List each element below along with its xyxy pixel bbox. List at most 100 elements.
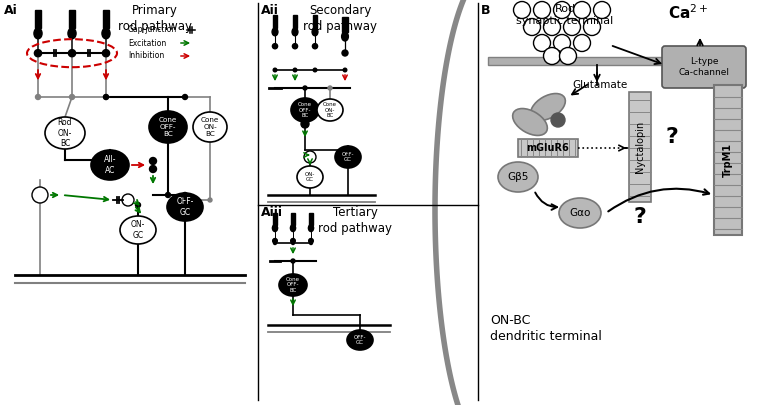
Text: Ai: Ai bbox=[4, 4, 18, 17]
Bar bbox=[103, 10, 109, 28]
Text: Aiii: Aiii bbox=[261, 206, 283, 219]
Circle shape bbox=[35, 49, 42, 57]
Circle shape bbox=[122, 194, 134, 206]
Circle shape bbox=[554, 34, 571, 51]
Text: ON-BC
dendritic terminal: ON-BC dendritic terminal bbox=[490, 314, 602, 343]
Circle shape bbox=[309, 241, 312, 245]
Ellipse shape bbox=[292, 28, 298, 36]
Circle shape bbox=[343, 68, 347, 72]
Text: Inhibition: Inhibition bbox=[128, 51, 165, 60]
Text: Gαo: Gαo bbox=[569, 208, 591, 218]
Text: AII-
AC: AII- AC bbox=[104, 156, 116, 175]
Ellipse shape bbox=[308, 225, 314, 232]
Ellipse shape bbox=[498, 162, 538, 192]
Circle shape bbox=[135, 202, 141, 207]
Circle shape bbox=[149, 166, 157, 173]
Text: Rod
synaptic terminal: Rod synaptic terminal bbox=[516, 4, 614, 26]
Circle shape bbox=[564, 19, 581, 36]
Ellipse shape bbox=[34, 28, 42, 39]
Text: OFF-
GC: OFF- GC bbox=[341, 152, 355, 162]
Circle shape bbox=[560, 47, 577, 64]
Circle shape bbox=[524, 19, 541, 36]
Circle shape bbox=[208, 198, 212, 202]
Bar bbox=[714, 85, 742, 235]
Bar bbox=[273, 15, 278, 28]
Circle shape bbox=[313, 68, 317, 72]
Circle shape bbox=[514, 2, 531, 19]
Text: ?: ? bbox=[665, 127, 678, 147]
Circle shape bbox=[68, 49, 75, 57]
Text: TrpM1: TrpM1 bbox=[723, 143, 733, 177]
Text: Cone
OFF-
BC: Cone OFF- BC bbox=[298, 102, 312, 118]
Bar bbox=[309, 213, 313, 225]
Ellipse shape bbox=[347, 330, 373, 350]
Text: Secondary
rod pathway: Secondary rod pathway bbox=[303, 4, 377, 33]
Ellipse shape bbox=[531, 94, 565, 120]
Ellipse shape bbox=[513, 109, 548, 135]
Text: Nyctalopin: Nyctalopin bbox=[635, 121, 645, 173]
Text: ?: ? bbox=[634, 207, 647, 227]
Circle shape bbox=[551, 113, 565, 127]
Circle shape bbox=[273, 239, 278, 243]
Bar bbox=[69, 10, 75, 28]
Text: Excitation: Excitation bbox=[128, 38, 166, 47]
Text: OFF-
GC: OFF- GC bbox=[354, 335, 366, 345]
Circle shape bbox=[346, 148, 350, 152]
Circle shape bbox=[291, 241, 295, 245]
Text: L-type
Ca-channel: L-type Ca-channel bbox=[678, 57, 730, 77]
Circle shape bbox=[308, 239, 313, 243]
Ellipse shape bbox=[272, 225, 278, 232]
Text: Glutamate: Glutamate bbox=[572, 80, 628, 90]
Bar bbox=[488, 57, 678, 65]
Circle shape bbox=[328, 86, 332, 90]
Circle shape bbox=[165, 192, 171, 198]
Bar bbox=[291, 213, 295, 225]
Circle shape bbox=[69, 94, 75, 100]
Circle shape bbox=[104, 94, 108, 100]
Bar bbox=[273, 213, 277, 225]
Ellipse shape bbox=[559, 198, 601, 228]
Bar bbox=[35, 10, 42, 28]
Circle shape bbox=[102, 49, 110, 57]
Bar bbox=[342, 17, 348, 32]
Circle shape bbox=[149, 158, 157, 164]
Circle shape bbox=[304, 151, 316, 163]
Text: ON-
GC: ON- GC bbox=[305, 172, 315, 182]
Ellipse shape bbox=[291, 98, 319, 122]
Text: Primary
rod pathway: Primary rod pathway bbox=[118, 4, 192, 33]
Text: OFF-
GC: OFF- GC bbox=[176, 198, 194, 217]
Ellipse shape bbox=[149, 111, 187, 143]
Ellipse shape bbox=[272, 28, 278, 36]
Circle shape bbox=[303, 86, 307, 90]
Text: mGluR6: mGluR6 bbox=[527, 143, 569, 153]
Circle shape bbox=[292, 44, 298, 49]
Circle shape bbox=[594, 2, 611, 19]
Text: Ca$^{2+}$: Ca$^{2+}$ bbox=[667, 3, 708, 22]
Circle shape bbox=[534, 2, 551, 19]
Text: Tertiary
rod pathway: Tertiary rod pathway bbox=[318, 206, 392, 235]
Ellipse shape bbox=[167, 193, 203, 221]
Ellipse shape bbox=[279, 274, 307, 296]
Circle shape bbox=[274, 241, 277, 245]
Circle shape bbox=[312, 44, 318, 49]
Ellipse shape bbox=[193, 112, 227, 142]
Circle shape bbox=[32, 187, 48, 203]
Circle shape bbox=[301, 120, 309, 128]
Ellipse shape bbox=[102, 28, 110, 39]
Ellipse shape bbox=[68, 28, 76, 39]
Bar bbox=[313, 15, 318, 28]
Circle shape bbox=[182, 94, 188, 100]
Text: Cone
OFF-
BC: Cone OFF- BC bbox=[286, 277, 300, 293]
Circle shape bbox=[574, 2, 591, 19]
Circle shape bbox=[584, 19, 601, 36]
Circle shape bbox=[182, 192, 188, 198]
Circle shape bbox=[544, 47, 561, 64]
Circle shape bbox=[293, 68, 297, 72]
Circle shape bbox=[104, 94, 108, 100]
Text: ON-
GC: ON- GC bbox=[131, 220, 145, 239]
Ellipse shape bbox=[317, 99, 343, 121]
Text: Cone
ON-
BC: Cone ON- BC bbox=[323, 102, 337, 118]
Circle shape bbox=[342, 50, 348, 56]
Bar bbox=[629, 92, 651, 202]
Circle shape bbox=[273, 68, 277, 72]
